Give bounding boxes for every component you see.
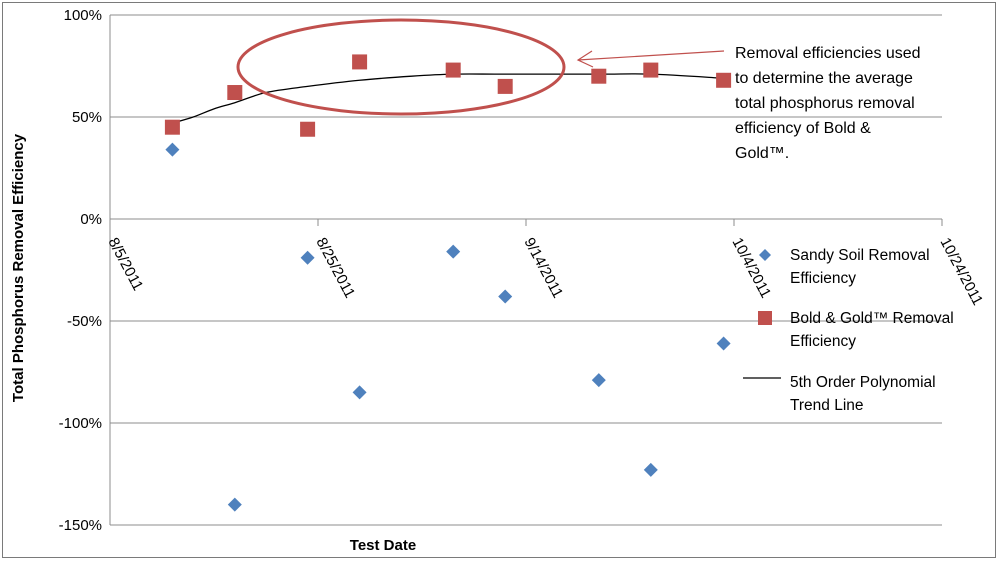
bold-gold-point xyxy=(352,54,368,70)
bold-gold-point xyxy=(497,78,513,94)
sandy-soil-point xyxy=(498,289,513,304)
sandy-soil-point xyxy=(227,497,242,512)
sandy-soil-point xyxy=(446,244,461,259)
bold-gold-point xyxy=(164,119,180,135)
legend-label: Bold & Gold™ Removal xyxy=(790,310,954,327)
bold-gold-point xyxy=(643,62,659,78)
x-tick-label: 10/4/2011 xyxy=(728,235,774,301)
legend-label: 5th Order Polynomial xyxy=(790,374,936,391)
annotation: Removal efficiencies used to determine th… xyxy=(236,18,921,162)
bold-gold-point xyxy=(445,62,461,78)
annotation-text-line: Gold™. xyxy=(735,145,789,162)
bold-gold-point xyxy=(300,121,316,137)
x-tick-label: 8/25/2011 xyxy=(312,235,358,301)
y-tick-label: -100% xyxy=(59,415,102,432)
highlight-ellipse xyxy=(236,18,566,116)
legend-label: Efficiency xyxy=(790,333,856,350)
x-axis-title: Test Date xyxy=(350,537,416,554)
annotation-arrow-line xyxy=(577,50,725,61)
bold-gold-point xyxy=(591,68,607,84)
y-axis-ticks: 100% 50% 0% -50% -100% -150% xyxy=(59,7,102,534)
annotation-arrowhead xyxy=(576,50,594,68)
trend-line-series xyxy=(172,73,724,124)
gridlines xyxy=(110,14,942,526)
y-tick-label: 100% xyxy=(64,7,102,24)
annotation-text-line: Removal efficiencies used xyxy=(735,45,921,62)
y-tick-label: -150% xyxy=(59,517,102,534)
legend-label: Sandy Soil Removal xyxy=(790,247,930,264)
legend-marker-square xyxy=(758,311,772,325)
sandy-soil-point xyxy=(300,250,315,265)
x-tick-label: 9/14/2011 xyxy=(520,235,566,301)
legend-marker-diamond xyxy=(759,249,771,261)
sandy-soil-point xyxy=(716,336,731,351)
x-tick-label: 8/5/2011 xyxy=(104,235,146,294)
x-tick-label: 10/24/2011 xyxy=(936,235,986,308)
sandy-soil-point xyxy=(591,373,606,388)
legend-label: Efficiency xyxy=(790,270,856,287)
y-tick-label: 0% xyxy=(80,211,102,228)
y-tick-label: -50% xyxy=(67,313,102,330)
sandy-soil-point xyxy=(643,462,658,477)
y-tick-label: 50% xyxy=(72,109,102,126)
legend: Sandy Soil Removal Efficiency Bold & Gold™… xyxy=(743,247,954,414)
annotation-text-line: efficiency of Bold & xyxy=(735,120,871,137)
legend-label: Trend Line xyxy=(790,397,864,414)
sandy-soil-point xyxy=(352,385,367,400)
y-axis-title: Total Phosphorus Removal Efficiency xyxy=(10,133,27,402)
bold-gold-point xyxy=(227,85,243,101)
plot-area xyxy=(164,54,732,512)
annotation-text-line: to determine the average xyxy=(735,70,913,87)
sandy-soil-point xyxy=(165,142,180,157)
bold-gold-point xyxy=(716,72,732,88)
annotation-text-line: total phosphorus removal xyxy=(735,95,915,112)
